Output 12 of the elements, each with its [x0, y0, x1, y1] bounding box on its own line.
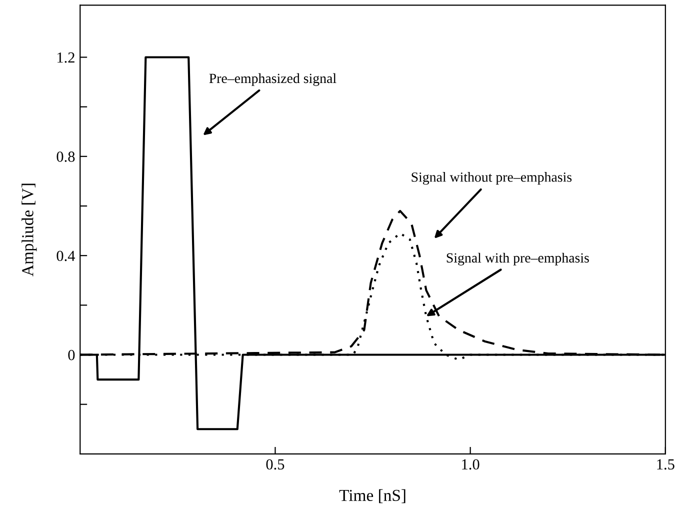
x-axis-title: Time [nS] — [339, 489, 406, 504]
x-tick-label: 0.5 — [266, 459, 284, 470]
y-tick-label: 1.2 — [58, 52, 74, 63]
annotation: Signal without pre–emphasis — [412, 172, 572, 185]
y-tick-label: 0.4 — [56, 250, 76, 262]
y-tick-label: 0 — [68, 350, 75, 360]
y-axis-title: Ampliude [V] — [22, 184, 37, 276]
x-tick-label: 1.5 — [657, 459, 674, 470]
annotation: Signal with pre–emphasis — [446, 252, 589, 266]
y-tick-label: 0.8 — [56, 152, 75, 162]
x-tick-label: 1.0 — [462, 459, 480, 470]
annotation: Pre–emphasized signal — [209, 73, 336, 86]
